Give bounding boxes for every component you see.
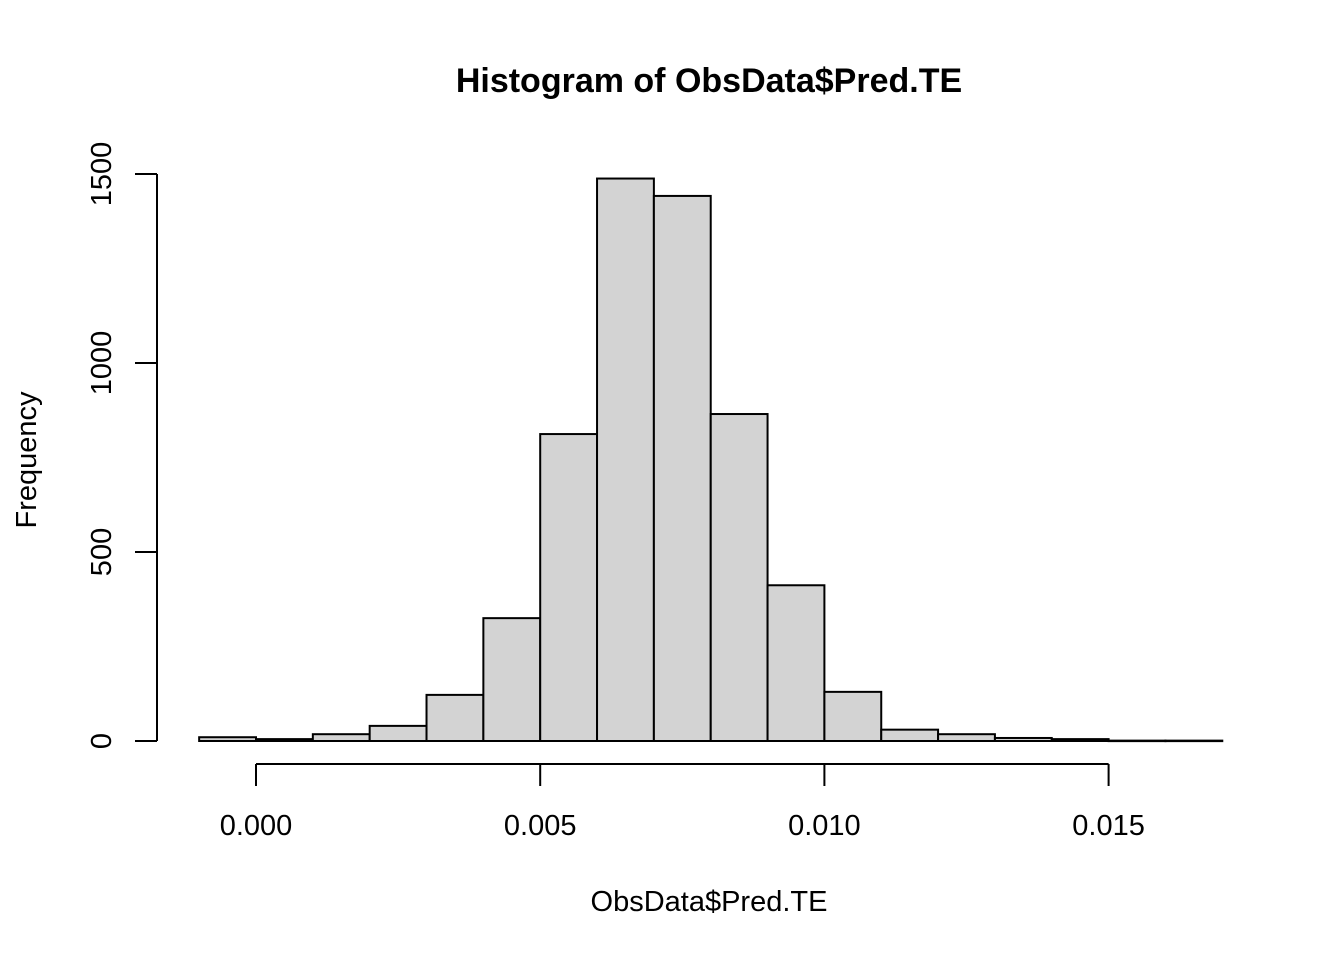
histogram-bar xyxy=(880,728,940,742)
histogram-bar xyxy=(766,584,826,742)
x-tick-label: 0.015 xyxy=(1072,810,1145,842)
histogram-bar xyxy=(311,733,371,742)
histogram-bar xyxy=(539,433,599,742)
histogram-bars xyxy=(198,177,1224,743)
y-tick-label: 1000 xyxy=(86,331,118,396)
histogram-bar xyxy=(652,194,712,742)
histogram-bar xyxy=(425,693,485,742)
x-tick-label: 0.010 xyxy=(788,810,861,842)
x-axis-label: ObsData$Pred.TE xyxy=(591,886,828,918)
histogram-bar xyxy=(482,617,542,743)
y-axis-label: Frequency xyxy=(11,391,43,529)
x-tick-label: 0.005 xyxy=(504,810,577,842)
y-tick-label: 1500 xyxy=(86,142,118,207)
y-axis: 0 500 1000 1500 xyxy=(86,142,158,749)
x-axis: 0.000 0.005 0.010 0.015 xyxy=(220,763,1145,842)
x-tick-label: 0.000 xyxy=(220,810,293,842)
histogram-bar xyxy=(823,690,883,742)
histogram-bar xyxy=(937,733,996,742)
y-tick-label: 0 xyxy=(86,733,118,749)
y-tick-label: 500 xyxy=(86,528,118,576)
chart-title: Histogram of ObsData$Pred.TE xyxy=(456,62,962,100)
histogram-bar xyxy=(709,413,769,742)
histogram-bar xyxy=(596,177,655,742)
histogram-bar xyxy=(368,724,428,743)
